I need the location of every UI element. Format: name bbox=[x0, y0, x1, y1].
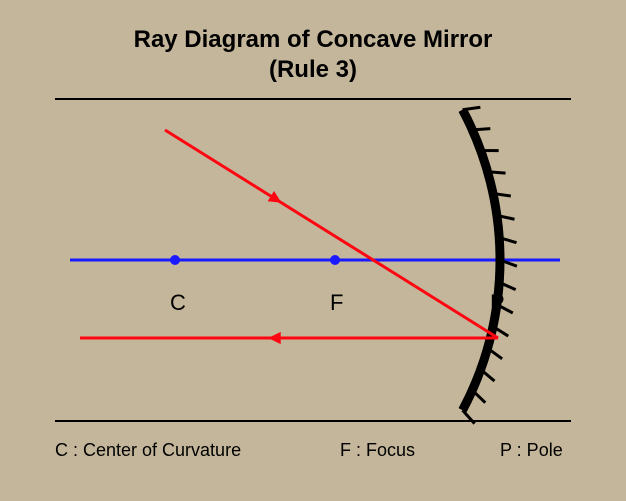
point-label-p: P bbox=[490, 290, 505, 316]
ray-diagram-svg bbox=[0, 0, 626, 501]
diagram-canvas: Ray Diagram of Concave Mirror (Rule 3) C… bbox=[0, 0, 626, 501]
point-label-f: F bbox=[330, 290, 343, 316]
legend-center-of-curvature: C : Center of Curvature bbox=[55, 440, 241, 461]
legend-focus: F : Focus bbox=[340, 440, 415, 461]
point-label-c: C bbox=[170, 290, 186, 316]
legend-pole: P : Pole bbox=[500, 440, 563, 461]
bottom-divider bbox=[55, 420, 571, 422]
